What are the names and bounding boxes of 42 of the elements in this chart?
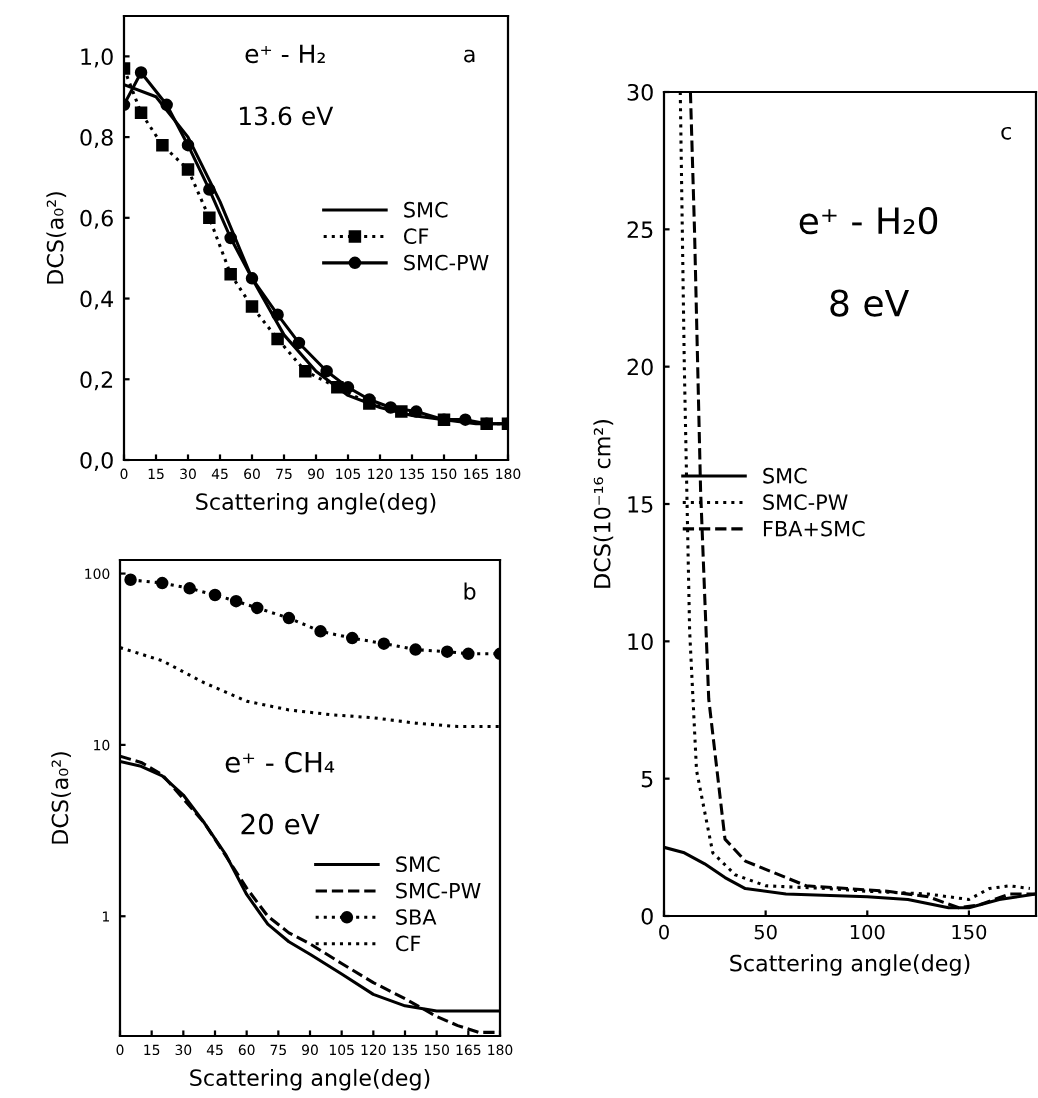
annotation: e⁺ - CH₄ [225,751,335,773]
y-tick-label: 10 [628,633,653,651]
legend-label: SMC-PW [396,882,481,899]
annotation: 8 eV [830,289,909,317]
annotation: 13.6 eV [239,106,334,126]
x-tick-label: 100 [850,924,885,940]
y-axis-title: DCS(10⁻¹⁶ cm²) [593,420,614,588]
y-tick-label: 25 [627,221,653,239]
legend-label: FBA+SMC [763,520,865,537]
legend-label: SBA [396,909,437,925]
x-tick-label: 0 [659,924,669,940]
legend-label: CF [395,935,421,952]
annotation: e⁺ - H₂0 [799,207,938,235]
annotation: e⁺ - H₂ [245,44,325,64]
x-axis-title: Scattering angle(deg) [196,492,436,515]
x-axis-title: Scattering angle(deg) [190,1068,430,1091]
legend-label: SMC-PW [763,494,848,511]
x-tick-label: 50 [754,924,777,940]
y-tick-label: 0,8 [80,129,113,149]
y-tick-label: 0,0 [80,451,113,472]
annotation: a [464,49,475,63]
annotation: 20 eV [241,813,320,835]
y-tick-label: 20 [627,358,653,376]
annotation: b [464,582,476,600]
y-tick-label: 0,4 [80,290,114,310]
legend-label: SMC [396,856,440,873]
y-tick-label: 0 [641,907,653,925]
x-tick-label: 150 [952,924,987,940]
x-axis-title: Scattering angle(deg) [730,954,970,976]
y-tick-label: 0,2 [80,371,113,391]
annotation: c [1001,126,1011,140]
y-tick-label: 30 [627,83,653,101]
y-tick-label: 0,6 [80,209,113,229]
y-axis-title: DCS(a₀²) [46,192,67,284]
legend-label: SMC [763,467,807,484]
legend-label: SMC-PW [404,254,489,271]
y-tick-label: 15 [628,496,653,513]
legend-label: SMC [404,201,448,218]
y-tick-label: 5 [641,770,653,788]
y-tick-label: 1,0 [81,48,113,68]
legend-label: CF [403,228,429,245]
y-axis-title: DCS(a₀²) [51,752,71,844]
